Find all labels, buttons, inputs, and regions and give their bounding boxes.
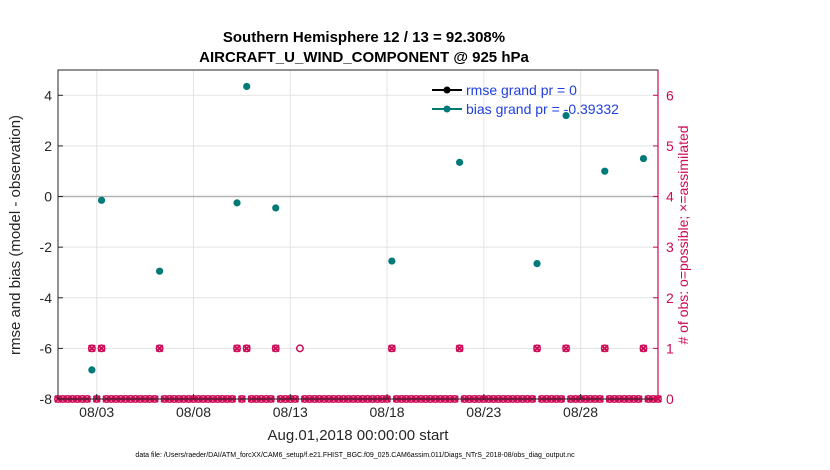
obs-possible-marker bbox=[600, 344, 609, 353]
obs-possible-marker bbox=[533, 344, 541, 353]
obs-assimilated-marker bbox=[387, 344, 396, 353]
legend-bias-label: bias grand pr = -0.39332 bbox=[466, 101, 619, 117]
bias-point bbox=[243, 82, 251, 91]
x-tick-label: 08/13 bbox=[273, 404, 308, 420]
y-tick-label: -6 bbox=[40, 340, 53, 356]
y2-tick-label: 1 bbox=[666, 340, 674, 356]
bias-point bbox=[233, 199, 241, 207]
y-tick-label: -2 bbox=[40, 239, 53, 255]
y2-tick-label: 5 bbox=[666, 138, 674, 154]
obs-assimilated-marker bbox=[233, 344, 241, 353]
bias-point bbox=[533, 260, 541, 268]
obs-assimilated-marker bbox=[97, 344, 106, 353]
y-tick-label: 4 bbox=[44, 87, 52, 103]
obs-assimilated-marker bbox=[562, 344, 570, 353]
obs-assimilated-marker bbox=[533, 344, 541, 353]
obs-assimilated-marker bbox=[242, 344, 251, 353]
obs-assimilated-marker bbox=[155, 344, 164, 353]
obs-possible-marker bbox=[242, 344, 251, 353]
y2-tick-label: 2 bbox=[666, 290, 674, 306]
bias-point bbox=[97, 196, 106, 204]
obs-assimilated-marker bbox=[87, 344, 96, 353]
x-tick-label: 08/03 bbox=[79, 404, 114, 420]
y-tick-label: -4 bbox=[40, 290, 53, 306]
obs-possible-marker bbox=[97, 344, 106, 353]
legend-rmse-marker bbox=[443, 86, 451, 94]
bias-point bbox=[156, 267, 164, 275]
x-tick-label: 08/08 bbox=[176, 404, 211, 420]
x-tick-label: 08/28 bbox=[563, 404, 598, 420]
y-tick-label: -8 bbox=[40, 391, 53, 407]
obs-assimilated-marker bbox=[600, 344, 609, 353]
bias-point bbox=[388, 257, 396, 265]
obs-possible-marker bbox=[271, 344, 280, 353]
bias-point bbox=[456, 158, 464, 166]
y-tick-label: 0 bbox=[44, 189, 52, 205]
y2-axis-label: # of obs: o=possible; ×=assimilated bbox=[675, 125, 691, 344]
bias-point bbox=[272, 204, 280, 212]
legend: rmse grand pr = 0 bias grand pr = -0.393… bbox=[432, 82, 619, 117]
obs-possible-marker bbox=[455, 344, 464, 353]
y-tick-label: 2 bbox=[44, 138, 52, 154]
obs-assimilated-marker bbox=[271, 344, 280, 353]
axis-ticks: 08/03 08/08 08/13 08/18 08/23 08/28 -8 -6 -4 -2 0 2… bbox=[40, 70, 674, 420]
x-tick-label: 08/18 bbox=[370, 404, 405, 420]
obs-possible-marker bbox=[639, 344, 648, 353]
obs-possible-marker bbox=[295, 344, 304, 353]
x-tick-label: 08/23 bbox=[466, 404, 501, 420]
y2-tick-label: 6 bbox=[666, 87, 674, 103]
obs-assimilated-marker bbox=[455, 344, 464, 353]
bias-point bbox=[601, 167, 609, 175]
obs-possible-marker bbox=[87, 344, 96, 353]
legend-rmse-label: rmse grand pr = 0 bbox=[466, 82, 577, 98]
obs-possible-marker bbox=[562, 344, 571, 353]
chart-subtitle: AIRCRAFT_U_WIND_COMPONENT @ 925 hPa bbox=[199, 49, 529, 66]
obs-possible-marker bbox=[233, 344, 241, 353]
y-axis-label: rmse and bias (model - observation) bbox=[7, 115, 24, 355]
obs-possible-marker bbox=[155, 344, 164, 353]
y2-tick-label: 4 bbox=[666, 189, 674, 205]
y2-tick-label: 0 bbox=[666, 391, 674, 407]
obs-possible-marker bbox=[387, 344, 396, 353]
legend-bias-marker bbox=[443, 105, 451, 113]
bias-point bbox=[562, 111, 570, 120]
data-file-footnote: data file: /Users/raeder/DAI/ATM_forcXX/… bbox=[135, 452, 575, 459]
x-axis-label: Aug.01,2018 00:00:00 start bbox=[268, 427, 450, 444]
bias-point bbox=[639, 154, 648, 163]
y2-tick-label: 3 bbox=[666, 239, 674, 255]
chart-title: Southern Hemisphere 12 / 13 = 92.308% bbox=[223, 29, 505, 46]
plot-area bbox=[58, 70, 658, 399]
bias-point bbox=[88, 366, 96, 374]
obs-assimilated-marker bbox=[639, 344, 648, 353]
